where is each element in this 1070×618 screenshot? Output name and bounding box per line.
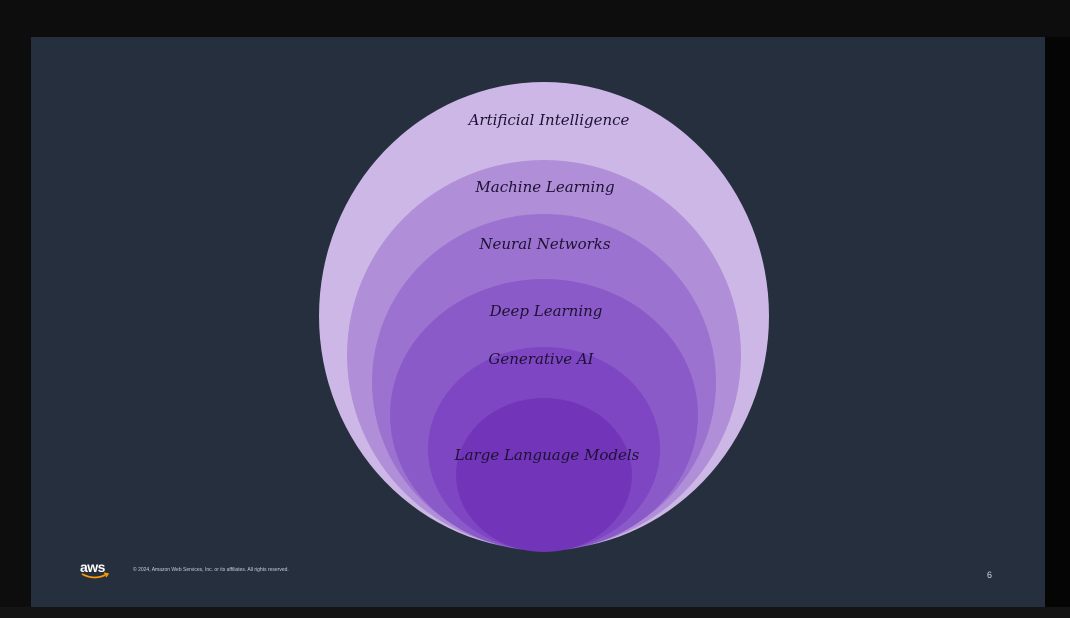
aws-logo: aws: [80, 560, 114, 584]
copyright-notice: © 2024, Amazon Web Services, Inc. or its…: [133, 567, 289, 573]
layer-label-large-language-models: Large Language Models: [454, 446, 640, 464]
slide: Artificial Intelligence Machine Learning N…: [31, 37, 1045, 607]
layer-label-neural-networks: Neural Networks: [478, 235, 611, 253]
layer-label-artificial-intelligence: Artificial Intelligence: [467, 111, 630, 129]
nested-circles-diagram: Artificial Intelligence Machine Learning N…: [31, 37, 1045, 607]
page-number: 6: [987, 570, 992, 580]
layer-circle-large-language-models: [456, 398, 632, 552]
layer-label-generative-ai: Generative AI: [488, 350, 594, 368]
right-frame-edge: [1045, 37, 1070, 607]
layer-label-deep-learning: Deep Learning: [489, 302, 603, 320]
aws-smile-icon: [81, 572, 111, 580]
bottom-frame-edge: [0, 607, 1070, 618]
layer-label-machine-learning: Machine Learning: [474, 178, 614, 196]
